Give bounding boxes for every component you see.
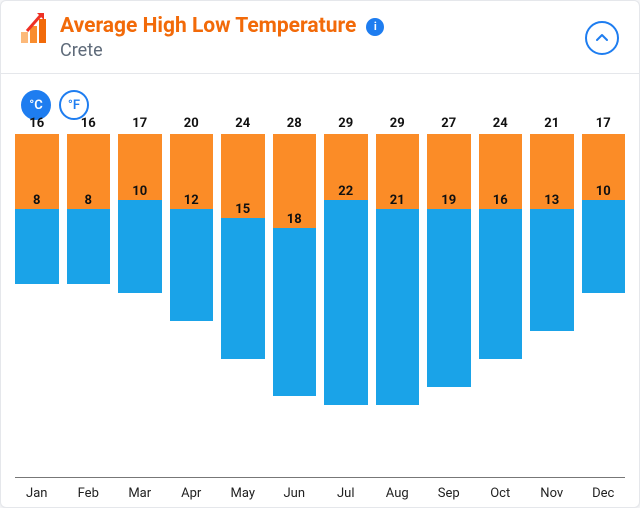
high-value-label: 17: [132, 116, 147, 131]
bar-low-segment[interactable]: 19: [427, 209, 471, 387]
high-value-label: 24: [493, 116, 508, 131]
low-value-label: 10: [132, 184, 147, 199]
x-axis-label: Jan: [15, 486, 59, 501]
bar-stack: 2416: [479, 134, 523, 359]
low-value-label: 22: [338, 184, 353, 199]
bar-stack: 1710: [118, 134, 162, 293]
low-value-label: 16: [493, 193, 508, 208]
chevron-up-icon: [595, 31, 609, 45]
bar-low-segment[interactable]: 22: [324, 200, 368, 406]
bar-column: 1710: [582, 134, 626, 477]
collapse-button[interactable]: [585, 21, 619, 55]
bar-plot: 1681681710201224152818292229212719241621…: [15, 134, 625, 478]
bar-stack: 1710: [582, 134, 626, 293]
bar-low-segment[interactable]: 8: [15, 209, 59, 284]
x-axis-label: Feb: [67, 486, 111, 501]
low-value-label: 18: [287, 212, 302, 227]
bar-column: 168: [15, 134, 59, 477]
bar-stack: 2922: [324, 134, 368, 405]
bar-column: 2012: [170, 134, 214, 477]
bar-column: 2415: [221, 134, 265, 477]
chart-area: 1681681710201224152818292229212719241621…: [1, 126, 639, 507]
x-axis: Jan Feb Mar Apr May Jun Jul Aug Sep Oct Nov Dec: [15, 478, 625, 501]
bar-low-segment[interactable]: 18: [273, 228, 317, 396]
bar-stack: 2818: [273, 134, 317, 396]
bar-low-segment[interactable]: 16: [479, 209, 523, 359]
x-axis-label: Oct: [479, 486, 523, 501]
low-value-label: 13: [544, 193, 559, 208]
low-value-label: 10: [596, 184, 611, 199]
high-value-label: 24: [235, 116, 250, 131]
card-subtitle: Crete: [60, 40, 384, 61]
low-value-label: 19: [441, 193, 456, 208]
bar-low-segment[interactable]: 10: [118, 200, 162, 294]
bar-column: 168: [67, 134, 111, 477]
bar-low-segment[interactable]: 8: [67, 209, 111, 284]
high-value-label: 16: [29, 116, 44, 131]
icon-arrow: [27, 11, 47, 39]
low-value-label: 21: [390, 193, 405, 208]
x-axis-label: Aug: [376, 486, 420, 501]
x-axis-label: Jun: [273, 486, 317, 501]
high-value-label: 29: [390, 116, 405, 131]
bar-column: 2416: [479, 134, 523, 477]
bar-stack: 2921: [376, 134, 420, 405]
x-axis-label: Nov: [530, 486, 574, 501]
bars-trend-icon: [21, 15, 46, 43]
high-value-label: 29: [338, 116, 353, 131]
bar-column: 2922: [324, 134, 368, 477]
title-row: Average High Low Temperature i: [60, 15, 384, 38]
x-axis-label: Mar: [118, 486, 162, 501]
bar-column: 2921: [376, 134, 420, 477]
low-value-label: 12: [184, 193, 199, 208]
temperature-card: Average High Low Temperature i Crete °C …: [0, 0, 640, 508]
x-axis-label: Jul: [324, 486, 368, 501]
low-value-label: 8: [85, 193, 92, 208]
title-block: Average High Low Temperature i Crete: [21, 15, 585, 61]
bar-column: 1710: [118, 134, 162, 477]
low-value-label: 15: [235, 202, 250, 217]
low-value-label: 8: [33, 193, 40, 208]
bar-low-segment[interactable]: 15: [221, 218, 265, 358]
high-value-label: 21: [544, 116, 559, 131]
info-icon[interactable]: i: [366, 18, 384, 36]
x-axis-label: Sep: [427, 486, 471, 501]
high-value-label: 28: [287, 116, 302, 131]
high-value-label: 27: [441, 116, 456, 131]
bar-low-segment[interactable]: 21: [376, 209, 420, 405]
bar-stack: 2113: [530, 134, 574, 330]
bar-low-segment[interactable]: 10: [582, 200, 626, 294]
bar-low-segment[interactable]: 13: [530, 209, 574, 331]
high-value-label: 20: [184, 116, 199, 131]
card-title: Average High Low Temperature: [60, 15, 356, 38]
bar-stack: 168: [15, 134, 59, 284]
high-value-label: 17: [596, 116, 611, 131]
bar-column: 2113: [530, 134, 574, 477]
bar-stack: 2719: [427, 134, 471, 387]
bar-low-segment[interactable]: 12: [170, 209, 214, 321]
x-axis-label: Dec: [582, 486, 626, 501]
bar-stack: 2415: [221, 134, 265, 359]
bar-stack: 168: [67, 134, 111, 284]
bar-stack: 2012: [170, 134, 214, 321]
high-value-label: 16: [81, 116, 96, 131]
x-axis-label: May: [221, 486, 265, 501]
bar-column: 2719: [427, 134, 471, 477]
x-axis-label: Apr: [170, 486, 214, 501]
title-texts: Average High Low Temperature i Crete: [60, 15, 384, 61]
bar-column: 2818: [273, 134, 317, 477]
card-header: Average High Low Temperature i Crete: [1, 1, 639, 74]
